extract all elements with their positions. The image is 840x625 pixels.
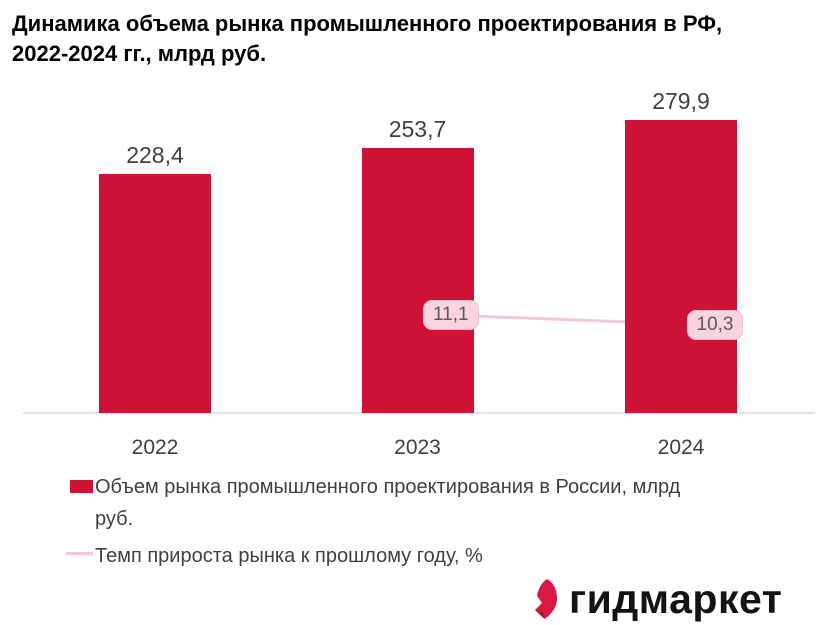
- growth-label-2023: 11,1: [423, 300, 479, 330]
- gidmarket-flame-icon: [535, 579, 558, 619]
- x-axis-line: [23, 412, 815, 414]
- legend-item-growth-rate: Темп прироста рынка к прошлому году, %: [66, 540, 786, 572]
- bar-series-swatch-icon: [70, 480, 93, 493]
- chart-title: Динамика объема рынка промышленного прое…: [12, 11, 723, 66]
- x-axis-label-2023: 2023: [394, 436, 441, 459]
- growth-label-2024: 10,3: [686, 310, 744, 340]
- legend-item-market-volume: Объем рынка промышленного проектирования…: [70, 471, 790, 535]
- line-series-swatch-icon: [66, 552, 93, 555]
- bar-2022: [99, 174, 211, 413]
- bar-value-label-2024: 279,9: [652, 88, 710, 114]
- bar-2023: [361, 148, 474, 413]
- legend-label-growth-rate: Темп прироста рынка к прошлому году, %: [95, 545, 483, 567]
- gidmarket-logo: гидмаркет: [531, 578, 782, 620]
- legend-label-market-volume: Объем рынка промышленного проектирования…: [95, 476, 681, 530]
- bar-value-label-2023: 253,7: [388, 116, 447, 142]
- x-axis-label-2024: 2024: [657, 436, 705, 459]
- bar-value-label-2022: 228,4: [126, 142, 184, 168]
- gidmarket-wordmark: гидмаркет: [569, 576, 783, 622]
- x-axis-label-2022: 2022: [131, 436, 179, 459]
- bar-2024: [625, 120, 737, 413]
